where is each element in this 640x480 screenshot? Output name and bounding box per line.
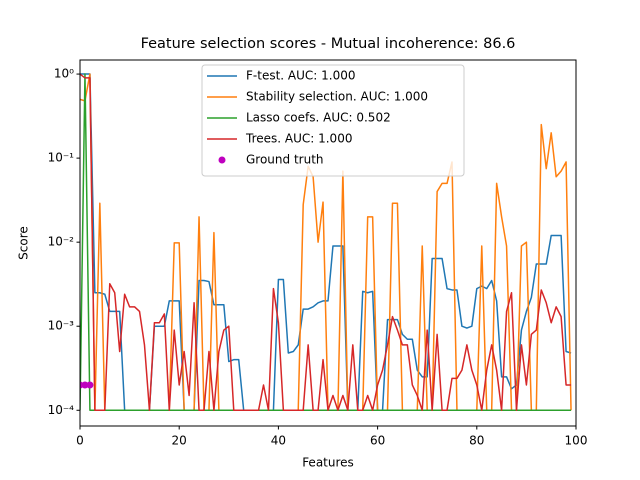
series-line bbox=[80, 73, 572, 412]
x-tick-label: 60 bbox=[370, 434, 385, 448]
legend-label: Lasso coefs. AUC: 0.502 bbox=[246, 111, 391, 125]
y-tick-label: 10⁻² bbox=[48, 235, 75, 249]
y-tick-label: 10⁻³ bbox=[48, 319, 75, 333]
legend-label: Ground truth bbox=[246, 153, 324, 167]
legend-label: F-test. AUC: 1.000 bbox=[246, 69, 356, 83]
axes-frame bbox=[79, 59, 577, 427]
ground-truth-point bbox=[86, 381, 94, 389]
plot-area bbox=[80, 73, 572, 412]
x-tick-label: 80 bbox=[469, 434, 484, 448]
y-tick-label: 10⁻⁴ bbox=[48, 403, 75, 417]
y-tick-label: 10⁰ bbox=[54, 67, 74, 81]
x-tick-label: 0 bbox=[76, 434, 84, 448]
series-line bbox=[80, 73, 572, 412]
chart-title: Feature selection scores - Mutual incohe… bbox=[141, 36, 516, 52]
legend-marker bbox=[218, 156, 226, 164]
y-tick-label: 10⁻¹ bbox=[48, 151, 75, 165]
legend-box bbox=[201, 64, 465, 177]
legend: F-test. AUC: 1.000 Stability selection. A… bbox=[201, 64, 465, 177]
legend-label: Trees. AUC: 1.000 bbox=[245, 132, 352, 146]
x-axis-label: Features bbox=[302, 456, 354, 470]
ground-truth-point bbox=[81, 381, 89, 389]
x-tick-label: 20 bbox=[172, 434, 187, 448]
y-axis-label: Score bbox=[17, 226, 31, 260]
legend-label: Stability selection. AUC: 1.000 bbox=[246, 90, 428, 104]
x-tick-label: 40 bbox=[271, 434, 286, 448]
x-tick-label: 100 bbox=[565, 434, 588, 448]
